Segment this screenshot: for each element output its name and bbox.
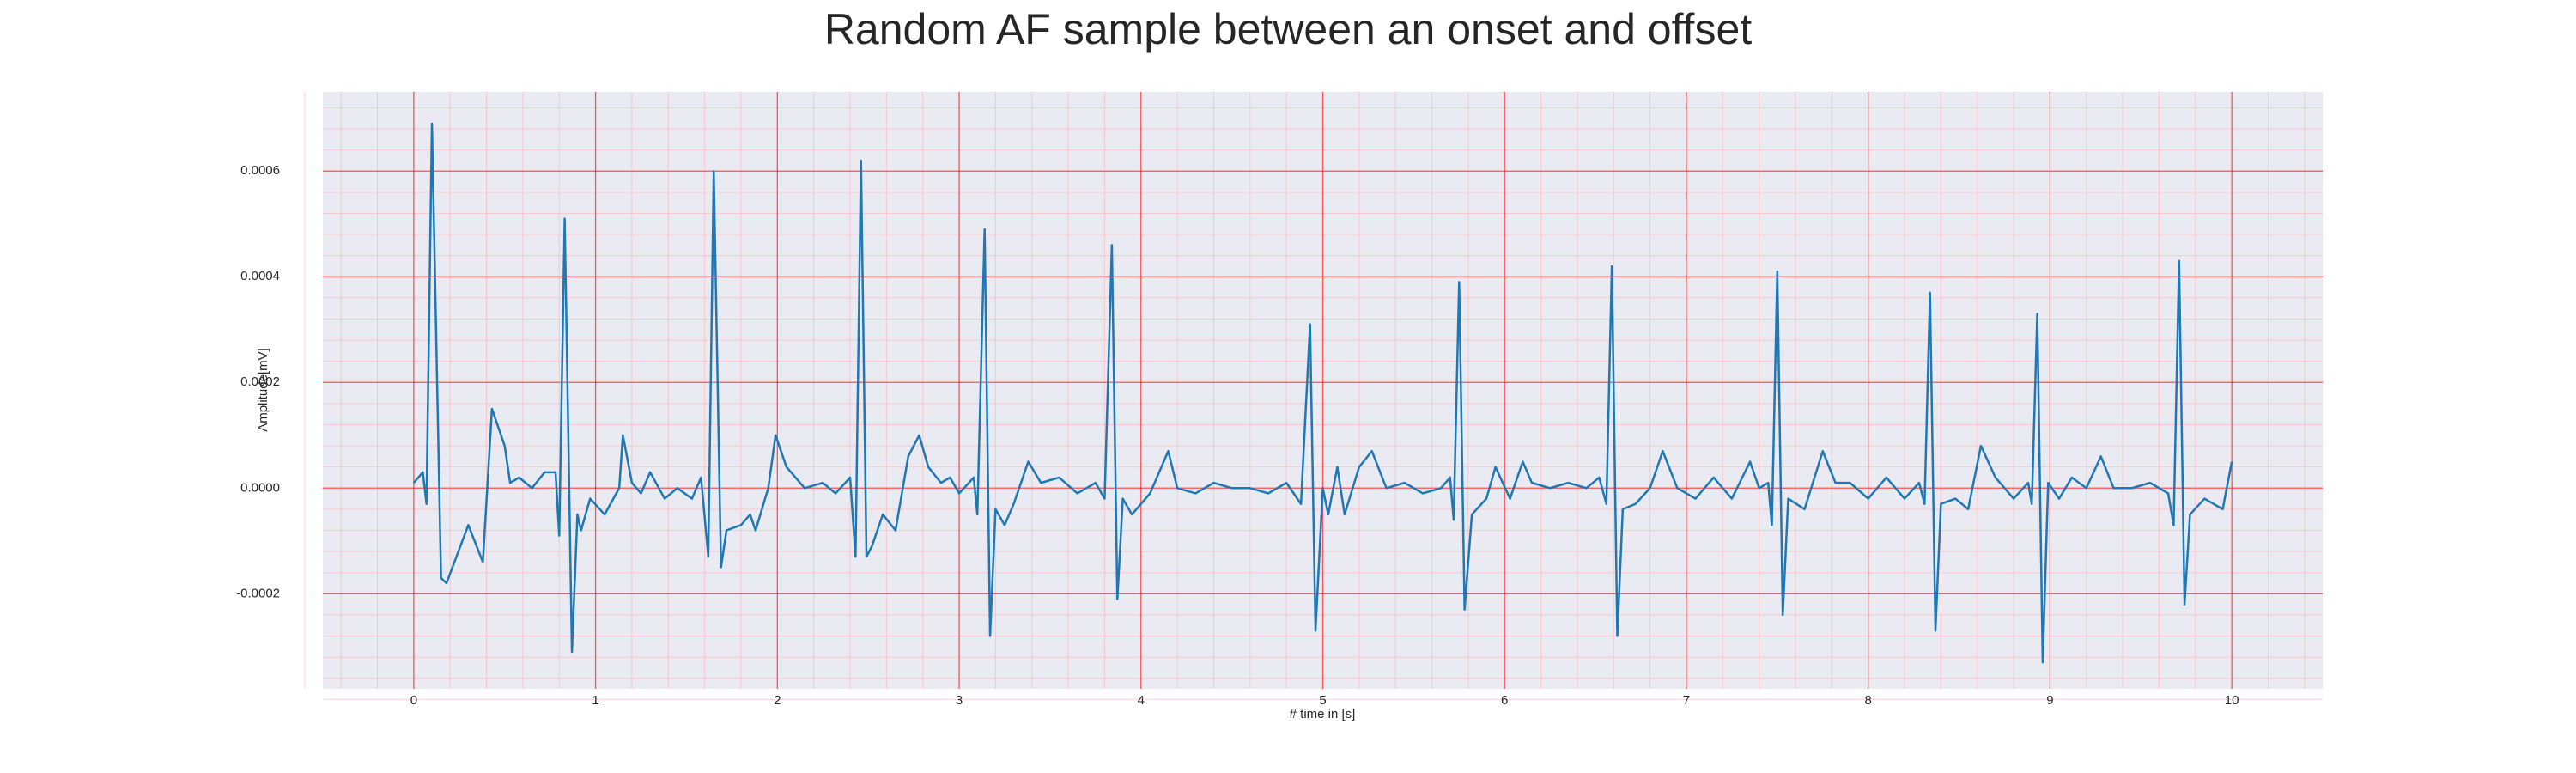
y-tick-label: 0.0006	[240, 163, 280, 178]
y-tick-label: -0.0002	[236, 586, 280, 600]
x-tick-label: 5	[1319, 693, 1326, 708]
x-tick-label: 9	[2046, 693, 2053, 708]
chart-title: Random AF sample between an onset and of…	[824, 5, 1752, 53]
x-tick-label: 3	[956, 693, 963, 708]
y-tick-label: 0.0004	[240, 269, 280, 283]
x-tick-label: 4	[1138, 693, 1145, 708]
x-tick-label: 10	[2225, 693, 2239, 708]
x-tick-label: 2	[774, 693, 781, 708]
x-tick-label: 6	[1501, 693, 1508, 708]
marks	[412, 122, 2233, 664]
y-axis-label: Amplitude[mV]	[256, 348, 270, 432]
grid	[304, 92, 2323, 700]
y-tick-label: 0.0002	[240, 374, 280, 389]
x-axis-label: # time in [s]	[1290, 707, 1356, 721]
x-tick-label: 7	[1683, 693, 1690, 708]
signal-line	[412, 122, 2233, 664]
y-tick-label: 0.0000	[240, 480, 280, 495]
x-tick-label: 1	[592, 693, 598, 708]
x-tick-label: 0	[410, 693, 417, 708]
tick-labels: 0 1 2 3 4 5 6 7 8 9 10 -0.0002 0.0000 0.0002 0.0004 0.0…	[236, 163, 2239, 708]
x-tick-label: 8	[1865, 693, 1872, 708]
